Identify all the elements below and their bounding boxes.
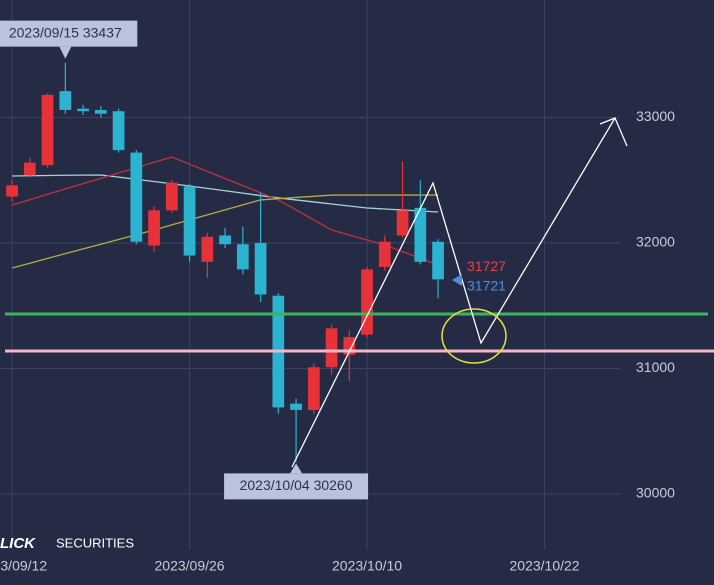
annotation-text: 2023/09/15 33437 [9,24,122,40]
candle-body [23,162,36,176]
y-tick-label: 31000 [636,359,675,375]
candle-body [325,328,338,368]
candle-body [378,241,391,267]
candle-body [414,207,427,262]
watermark: SECURITIES [56,535,134,550]
candle-body [361,269,373,335]
candle-body [236,244,249,270]
watermark: LICK [0,535,36,552]
candle-body [94,109,107,114]
candle-body [41,94,54,166]
annotation-box [224,473,369,500]
candle-body [183,186,196,256]
candle-body [432,241,444,280]
price-marker [452,274,462,286]
y-tick-label: 32000 [636,234,675,250]
candle-body [219,235,231,245]
candle-body [77,108,89,112]
x-tick-label: 2023/09/12 [0,558,47,574]
x-tick-label: 2023/09/26 [155,558,225,574]
user-drawings [291,117,628,468]
candle-body [290,403,302,410]
labels: 30000 31000 32000 33000 2023/09/12 2023/09/26… [0,20,675,574]
candle-body [307,367,320,410]
candle-body [343,337,356,355]
candle-body [165,182,178,211]
candle-body [254,242,267,295]
price-label: 31721 [467,278,506,294]
drawn-ellipse [441,308,507,364]
annotation-pointer [59,46,72,59]
candle-body [148,210,160,246]
y-tick-label: 33000 [636,108,675,124]
annotation-box [0,20,138,47]
candle-body [396,210,409,236]
drawn-arrow [291,117,616,468]
moving-average [11,156,439,266]
moving-average [11,194,439,269]
price-label: 31727 [467,258,506,274]
moving-average [12,174,439,213]
x-tick-label: 2023/10/10 [332,558,402,574]
candle-body [201,236,214,262]
arrow-head [599,117,628,147]
annotation-text: 2023/10/04 30260 [240,477,353,493]
candle-body [6,185,18,197]
annotation-pointer [290,463,303,474]
candle-body [59,91,72,110]
candle-body [112,111,125,151]
candle-body [130,152,143,242]
x-tick-label: 2023/10/22 [510,558,580,574]
y-tick-label: 30000 [636,485,675,501]
marks [5,62,714,462]
